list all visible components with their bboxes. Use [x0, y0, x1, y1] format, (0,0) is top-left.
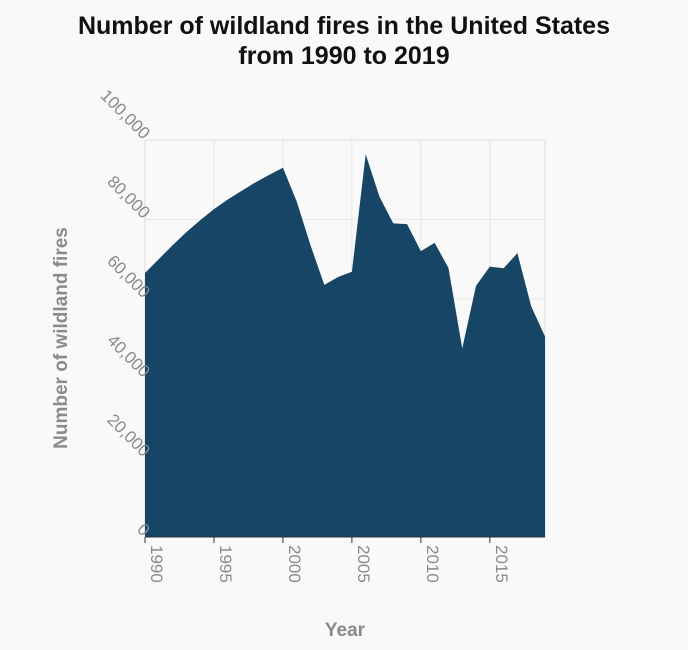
chart-title-line-1: Number of wildland fires in the United S… [78, 12, 610, 40]
x-tick-label: 2010 [423, 545, 442, 583]
area-layer [145, 154, 545, 538]
x-axis-title: Year [325, 620, 366, 641]
x-tick-label: 2005 [354, 545, 373, 583]
chart-title-line-2: from 1990 to 2019 [238, 42, 449, 70]
x-tick-label: 2000 [285, 545, 304, 583]
area-series [145, 154, 545, 538]
axes [144, 536, 545, 543]
x-tick-labels: 1990 1995 2000 2005 2010 2015 [147, 545, 511, 583]
y-axis-title: Number of wildland fires [51, 227, 72, 449]
x-tick-label: 1995 [216, 545, 235, 583]
y-tick-label: 100,000 [97, 86, 154, 143]
y-tick-label: 80,000 [103, 172, 153, 222]
x-tick-label: 1990 [147, 545, 166, 583]
x-tick-label: 2015 [492, 545, 511, 583]
